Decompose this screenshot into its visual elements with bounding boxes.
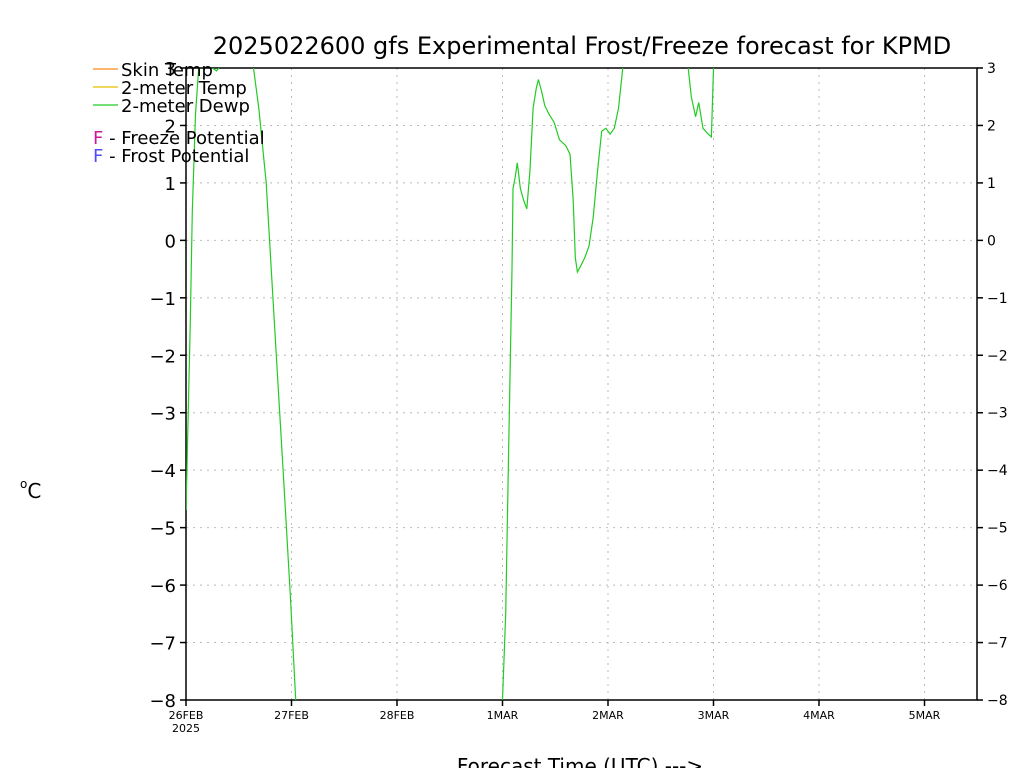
- x-tick-label: 27FEB: [274, 709, 309, 722]
- y-tick-label-left: −4: [149, 461, 176, 482]
- y-tick-label-right: −3: [987, 406, 1008, 422]
- x-tick-label: 26FEB: [169, 709, 204, 722]
- y-tick-label-right: −6: [987, 578, 1008, 594]
- series-lines: [186, 68, 715, 700]
- x-axis-label: Forecast Time (UTC) --->: [457, 754, 703, 768]
- y-tick-label-right: −4: [987, 463, 1008, 479]
- y-axis-right: −8 −7 −6 −5 −4 −3 −2 −1 0 1 2 3: [977, 61, 1008, 709]
- x-tick-label: 5MAR: [909, 709, 941, 722]
- y-tick-label-left: 0: [165, 231, 176, 252]
- x-tick-label: 28FEB: [380, 709, 415, 722]
- y-axis-label-degree: o: [20, 477, 27, 491]
- y-axis-label: oC: [20, 477, 41, 503]
- series-line-dewpoint: [687, 68, 715, 139]
- y-tick-label-left: 1: [165, 174, 176, 195]
- series-line-dewpoint: [252, 68, 297, 700]
- y-tick-label-left: −6: [149, 576, 176, 597]
- y-tick-label-left: −1: [149, 289, 176, 310]
- series-line-dewpoint: [186, 68, 200, 511]
- x-tick-label: 2MAR: [592, 709, 624, 722]
- legend-marker-symbol: F: [93, 128, 103, 149]
- y-tick-label-left: −3: [149, 404, 176, 425]
- chart-title: 2025022600 gfs Experimental Frost/Freeze…: [213, 32, 952, 60]
- legend-label: 2-meter Dewp: [121, 96, 250, 117]
- legend-marker: F - Frost Potential: [93, 146, 249, 167]
- x-tick-label: 4MAR: [803, 709, 835, 722]
- legend-marker-symbol: F: [93, 146, 103, 167]
- y-tick-label-right: 0: [987, 233, 996, 249]
- y-tick-label-left: 2: [165, 116, 176, 137]
- y-tick-label-right: −8: [987, 693, 1008, 709]
- x-tick-label: 3MAR: [698, 709, 730, 722]
- plot-frame: [185, 67, 978, 701]
- y-axis-label-unit: C: [27, 479, 41, 503]
- y-tick-label-left: −8: [149, 691, 176, 712]
- y-tick-label-right: 3: [987, 61, 996, 77]
- y-tick-label-right: −2: [987, 348, 1008, 364]
- y-tick-label-left: −7: [149, 634, 176, 655]
- y-tick-label-left: 3: [165, 59, 176, 80]
- series-line-dewpoint: [501, 68, 624, 700]
- x-tick-label: 1MAR: [487, 709, 519, 722]
- series-line-dewpoint: [212, 68, 220, 72]
- y-tick-label-right: −5: [987, 521, 1008, 537]
- y-tick-label-right: −1: [987, 291, 1008, 307]
- y-tick-label-right: 2: [987, 118, 996, 134]
- legend-marker-text: - Frost Potential: [103, 146, 249, 167]
- y-tick-label-right: 1: [987, 176, 996, 192]
- legend-marker: F - Freeze Potential: [93, 128, 265, 149]
- y-tick-label-left: −5: [149, 519, 176, 540]
- x-year-label: 2025: [172, 722, 200, 735]
- grid-lines: [186, 68, 977, 700]
- legend-label: 2-meter Temp: [121, 78, 247, 99]
- y-tick-label-left: −2: [149, 346, 176, 367]
- y-axis-left: −8 −7 −6 −5 −4 −3 −2 −1 0 1 2 3: [149, 59, 186, 712]
- y-tick-label-right: −7: [987, 636, 1008, 652]
- x-axis: 26FEB 27FEB 28FEB 1MAR 2MAR 3MAR 4MAR 5MAR: [169, 700, 941, 722]
- legend-label: Skin Temp: [121, 60, 213, 81]
- legend-marker-text: - Freeze Potential: [103, 128, 264, 149]
